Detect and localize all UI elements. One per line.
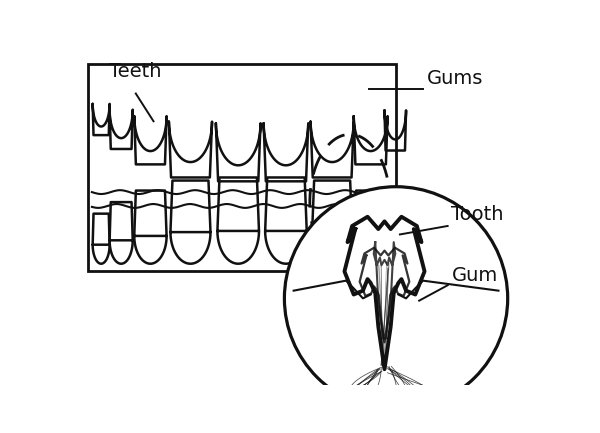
Text: Gum: Gum xyxy=(451,266,498,285)
Text: Teeth: Teeth xyxy=(109,61,161,81)
Text: Gums: Gums xyxy=(427,69,483,88)
Text: Tooth: Tooth xyxy=(451,205,504,224)
Circle shape xyxy=(284,187,508,410)
